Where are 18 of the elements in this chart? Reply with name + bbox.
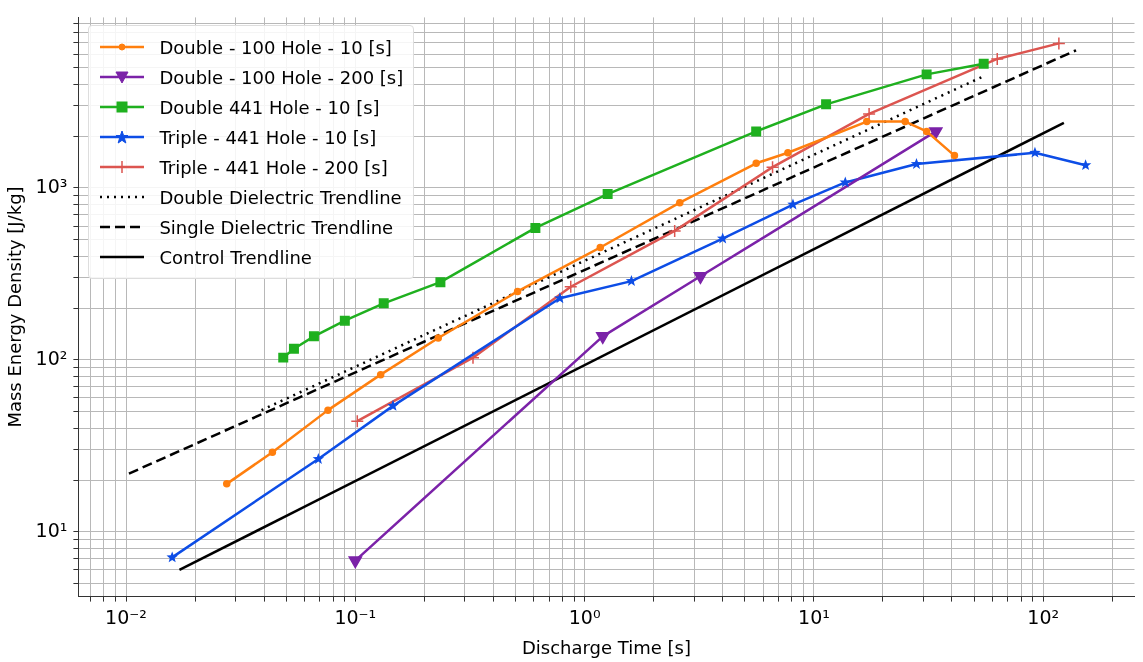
x-tick-label: 10¹ [798, 605, 830, 628]
x-axis-title: Discharge Time [s] [521, 636, 691, 658]
legend-label: Double 441 Hole - 10 [s] [159, 96, 380, 118]
legend-label: Double - 100 Hole - 10 [s] [159, 36, 392, 58]
legend-label: Triple - 441 Hole - 200 [s] [159, 156, 388, 178]
legend-label: Double - 100 Hole - 200 [s] [159, 66, 404, 88]
x-tick-label: 10² [1027, 605, 1060, 628]
x-tick-label: 10⁰ [568, 605, 601, 628]
x-tick-label: 10⁻² [105, 605, 147, 628]
y-tick-label: 10³ [35, 174, 68, 197]
legend-label: Single Dielectric Trendline [159, 216, 394, 238]
legend-label: Control Trendline [159, 246, 312, 268]
legend-label: Double Dielectric Trendline [159, 186, 402, 208]
y-tick-label: 10² [35, 346, 68, 369]
legend-label: Triple - 441 Hole - 10 [s] [159, 126, 377, 148]
y-tick-label: 10¹ [35, 518, 68, 541]
y-axis-title: Mass Energy Density [J/kg] [4, 186, 26, 428]
x-tick-label: 10⁻¹ [334, 605, 377, 628]
